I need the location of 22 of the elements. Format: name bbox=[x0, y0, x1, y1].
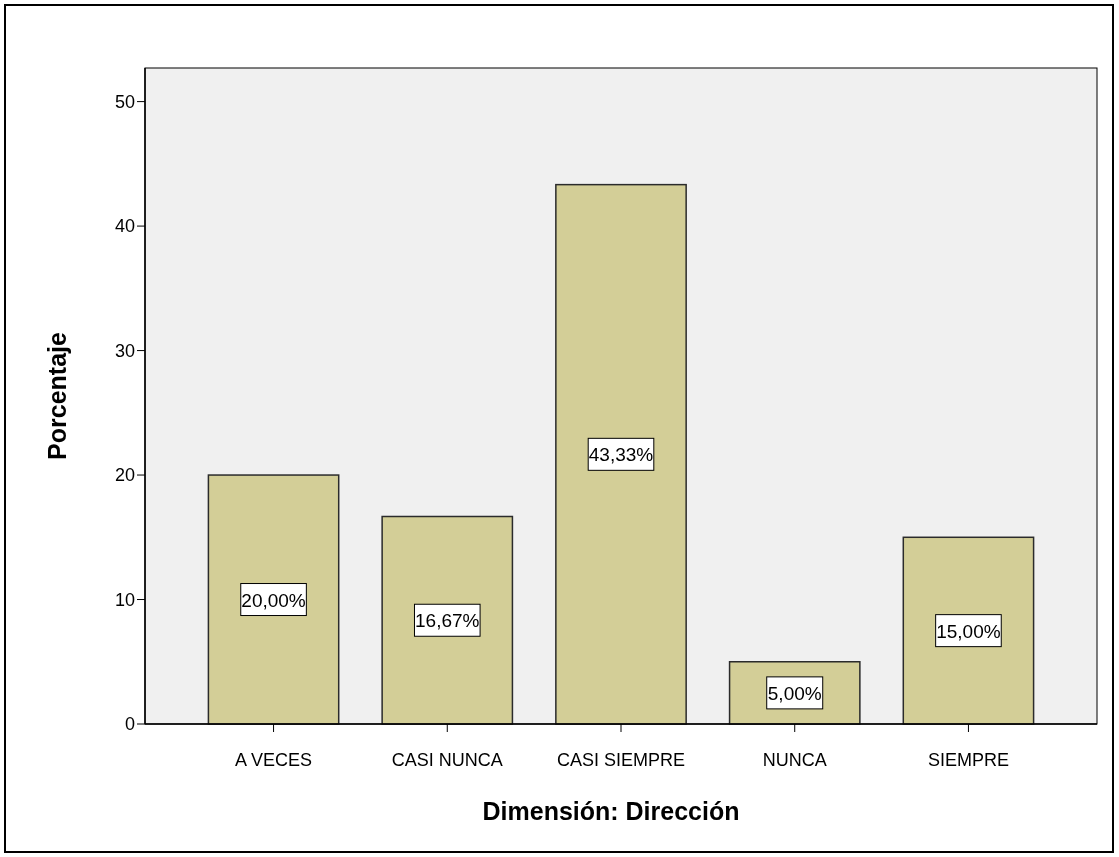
x-axis-title: Dimensión: Dirección bbox=[482, 797, 740, 825]
data-label: 16,67% bbox=[415, 610, 480, 632]
y-tick-label: 40 bbox=[114, 216, 135, 237]
y-tick-label: 50 bbox=[114, 91, 135, 112]
data-label: 43,33% bbox=[588, 444, 654, 466]
x-tick-label: A VECES bbox=[235, 750, 313, 770]
y-tick-label: 10 bbox=[114, 589, 135, 610]
data-label: 20,00% bbox=[241, 589, 306, 611]
y-tick-label: 20 bbox=[114, 465, 135, 486]
data-label: 15,00% bbox=[936, 620, 1001, 642]
bar bbox=[207, 474, 340, 725]
bar bbox=[555, 183, 687, 725]
x-tick-label: NUNCA bbox=[762, 750, 827, 770]
bar bbox=[381, 515, 514, 725]
y-axis-title: Porcentaje bbox=[43, 331, 71, 460]
y-tick-label: 0 bbox=[124, 714, 135, 734]
x-tick-label: CASI SIEMPRE bbox=[556, 750, 686, 770]
bar bbox=[902, 536, 1035, 725]
x-tick-label: SIEMPRE bbox=[927, 750, 1009, 770]
y-tick-label: 30 bbox=[114, 340, 135, 361]
x-tick-label: CASI NUNCA bbox=[391, 750, 503, 770]
data-label: 5,00% bbox=[767, 682, 822, 704]
